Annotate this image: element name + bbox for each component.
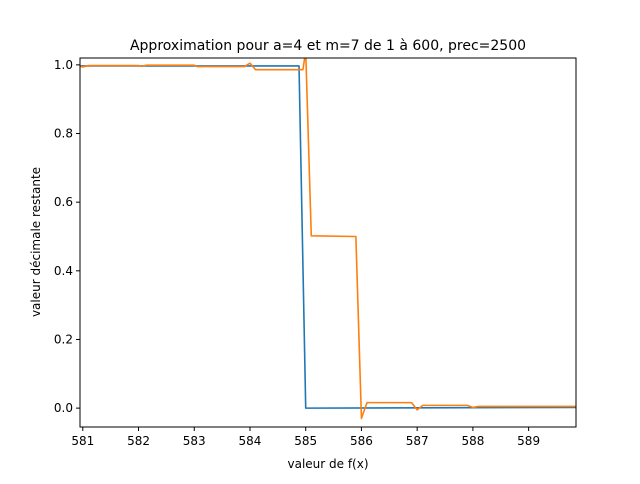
plot-frame — [79, 57, 577, 428]
series-layer — [80, 58, 576, 420]
x-tick-label: 585 — [294, 434, 317, 448]
x-axis-label: valeur de f(x) — [287, 457, 368, 471]
y-axis-label: valeur décimale restante — [29, 167, 43, 317]
y-tick-label: 0.2 — [54, 332, 73, 346]
chart-title: Approximation pour a=4 et m=7 de 1 à 600… — [130, 38, 526, 54]
x-tick-label: 581 — [71, 434, 94, 448]
x-tick-label: 588 — [461, 434, 484, 448]
y-axis: 0.0 0.2 0.4 0.6 0.8 1.0 — [54, 58, 80, 415]
y-tick-label: 0.6 — [54, 195, 73, 209]
y-tick-label: 0.8 — [54, 127, 73, 141]
y-tick-label: 0.4 — [54, 264, 73, 278]
x-axis: 581 582 583 584 585 586 587 588 589 — [71, 427, 540, 448]
x-tick-label: 589 — [517, 434, 540, 448]
x-tick-label: 587 — [406, 434, 429, 448]
y-tick-label: 1.0 — [54, 58, 73, 72]
x-tick-label: 586 — [350, 434, 373, 448]
x-tick-label: 583 — [183, 434, 206, 448]
series-line-2 — [80, 58, 576, 420]
x-tick-label: 584 — [239, 434, 262, 448]
y-tick-label: 0.0 — [54, 401, 73, 415]
x-tick-label: 582 — [127, 434, 150, 448]
